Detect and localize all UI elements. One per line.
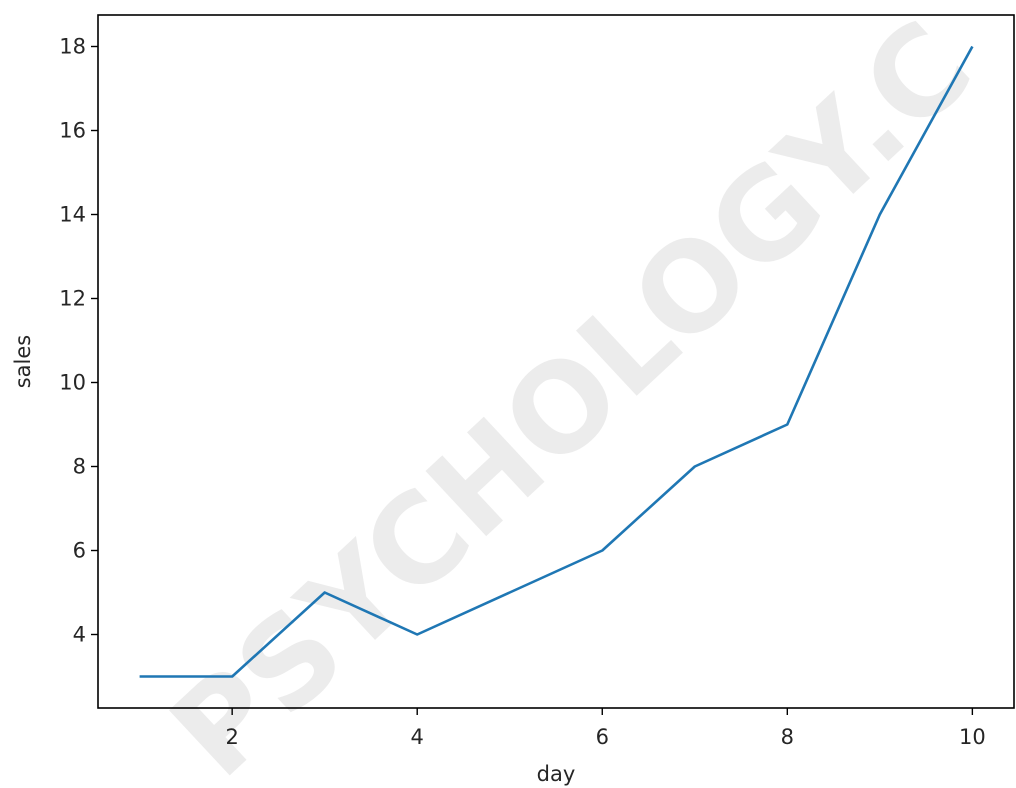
y-axis: 4 6 8 10 12 14 16 18	[59, 35, 98, 647]
y-tick-label-4: 12	[59, 287, 86, 311]
y-tick-label-2: 8	[73, 455, 86, 479]
y-tick-label-5: 14	[59, 203, 86, 227]
y-tick-label-0: 4	[73, 623, 86, 647]
y-tick-label-7: 18	[59, 35, 86, 59]
x-tick-label-0: 2	[225, 725, 238, 749]
y-tick-label-3: 10	[59, 371, 86, 395]
series-line-0	[139, 45, 974, 678]
x-axis: 2 4 6 8 10	[225, 708, 986, 749]
y-axis-label: sales	[11, 335, 35, 389]
x-axis-label: day	[537, 762, 576, 786]
watermark: PSYCHOLOGY.C	[144, 0, 998, 788]
watermark-text: PSYCHOLOGY.C	[144, 0, 998, 788]
y-tick-label-6: 16	[59, 119, 86, 143]
x-tick-label-3: 8	[781, 725, 794, 749]
x-tick-label-2: 6	[596, 725, 609, 749]
y-tick-label-1: 6	[73, 539, 86, 563]
x-tick-label-4: 10	[959, 725, 986, 749]
x-tick-label-1: 4	[411, 725, 424, 749]
series-layer	[139, 45, 974, 678]
plot-area	[97, 14, 1015, 709]
